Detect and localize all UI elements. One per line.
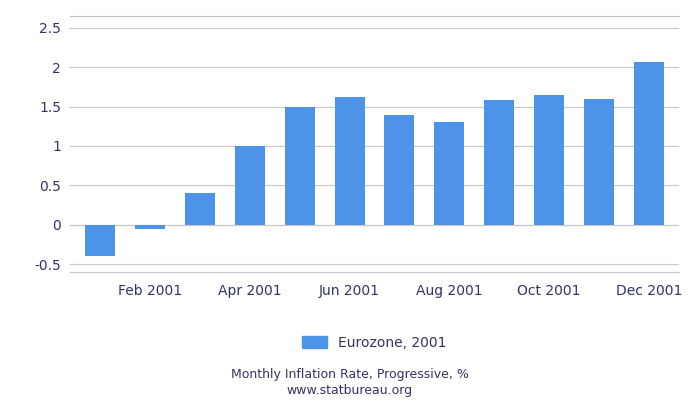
Bar [135, 225, 164, 230]
Bar [85, 225, 115, 256]
Bar [185, 193, 215, 225]
Bar [435, 122, 464, 225]
Text: www.statbureau.org: www.statbureau.org [287, 384, 413, 397]
Bar [484, 100, 514, 225]
Bar [335, 97, 365, 225]
Bar [534, 95, 564, 225]
Bar [285, 107, 314, 225]
Text: Monthly Inflation Rate, Progressive, %: Monthly Inflation Rate, Progressive, % [231, 368, 469, 381]
Bar [234, 146, 265, 225]
Bar [584, 100, 614, 225]
Bar [384, 115, 414, 225]
Legend: Eurozone, 2001: Eurozone, 2001 [297, 330, 452, 355]
Bar [634, 62, 664, 225]
